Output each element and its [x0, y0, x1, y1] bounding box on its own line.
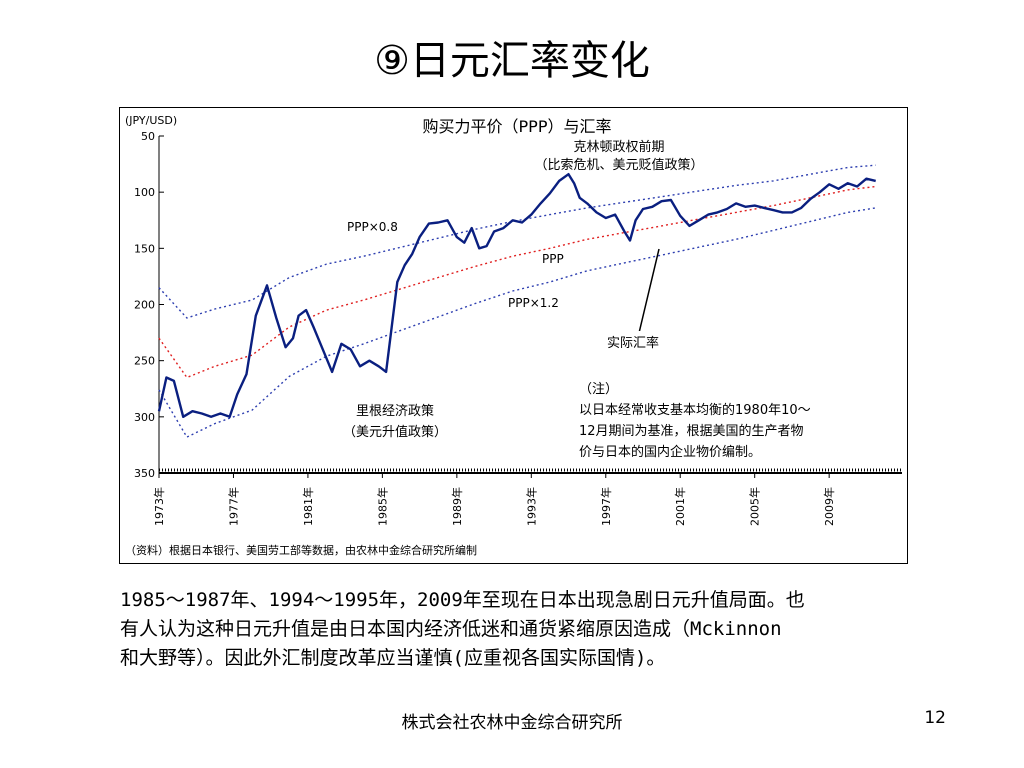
note-line2: 以日本经常收支基本均衡的1980年10～ — [579, 402, 811, 418]
x-ticks: 1973年 1977年 1981年 1985年 1989年 1993年 1997年 2001年… — [152, 473, 836, 526]
source-note: （资料）根据日本银行、美国劳工部等数据，由农林中金综合研究所编制 — [125, 543, 477, 557]
exchange-rate-chart: 50 100 150 200 250 300 350 1973年 1977年 1981年 1985… — [125, 114, 902, 557]
body-text: 1985～1987年、1994～1995年，2009年至现在日本出现急剧日元升值… — [120, 586, 920, 673]
y-tick-label: 100 — [134, 186, 155, 199]
y-unit-label: (JPY/USD) — [125, 114, 177, 127]
annotation-ppp08: PPP×0.8 — [347, 220, 398, 234]
annotation-clinton-line1: 克林顿政权前期 — [573, 139, 664, 155]
annotation-ppp: PPP — [542, 252, 564, 266]
series-line-3 — [158, 207, 876, 438]
body-line-3: 和大野等）。因此外汇制度改革应当谨慎(应重视各国实际国情)。 — [120, 647, 666, 669]
note-line4: 价与日本的国内企业物价编制。 — [579, 444, 761, 460]
note-line3: 12月期间为基准，根据美国的生产者物 — [579, 423, 804, 439]
chart-frame — [119, 107, 908, 564]
page-number: 12 — [924, 708, 946, 728]
annotation-actual: 实际汇率 — [607, 335, 659, 351]
x-tick-label: 1985年 — [375, 487, 389, 526]
actual-rate-label-bg — [604, 331, 689, 351]
y-tick-label: 200 — [134, 299, 155, 312]
annotation-ppp12: PPP×1.2 — [508, 296, 559, 310]
body-line-1: 1985～1987年、1994～1995年，2009年至现在日本出现急剧日元升值… — [120, 589, 805, 611]
x-tick-label: 1993年 — [524, 487, 538, 526]
annotation-reagan-line2: （美元升值政策） — [343, 424, 447, 440]
note-line1: （注） — [579, 382, 618, 397]
x-tick-label: 2001年 — [673, 487, 687, 526]
y-tick-label: 300 — [134, 411, 155, 424]
body-line-2: 有人认为这种日元升值是由日本国内经济低迷和通货紧缩原因造成（Mckinnon — [120, 618, 782, 640]
x-tick-label: 2009年 — [822, 487, 836, 526]
x-tick-label: 1981年 — [301, 487, 315, 526]
series-line-1 — [158, 185, 876, 379]
annotation-reagan-line1: 里根经济政策 — [356, 403, 434, 419]
y-tick-label: 350 — [134, 467, 155, 480]
y-tick-label: 50 — [141, 130, 155, 143]
series-layer — [157, 164, 876, 438]
y-tick-label: 250 — [134, 355, 155, 368]
slide-title: ⑨日元汇率变化 — [374, 38, 650, 84]
annotation-clinton-line2: （比索危机、美元贬值政策） — [534, 157, 703, 173]
actual-rate-pointer — [638, 248, 660, 334]
x-tick-label: 1997年 — [599, 487, 613, 526]
footer-organization: 株式会社农林中金综合研究所 — [401, 713, 623, 733]
chart-title: 购买力平价（PPP）与汇率 — [423, 117, 612, 136]
x-tick-label: 1973年 — [152, 487, 166, 526]
y-ticks: 50 100 150 200 250 300 350 — [134, 130, 164, 480]
x-tick-label: 1989年 — [450, 487, 464, 526]
x-tick-label: 1977年 — [226, 487, 240, 526]
x-tick-label: 2005年 — [748, 487, 762, 526]
series-line-0 — [157, 172, 876, 418]
y-tick-label: 150 — [134, 242, 155, 255]
